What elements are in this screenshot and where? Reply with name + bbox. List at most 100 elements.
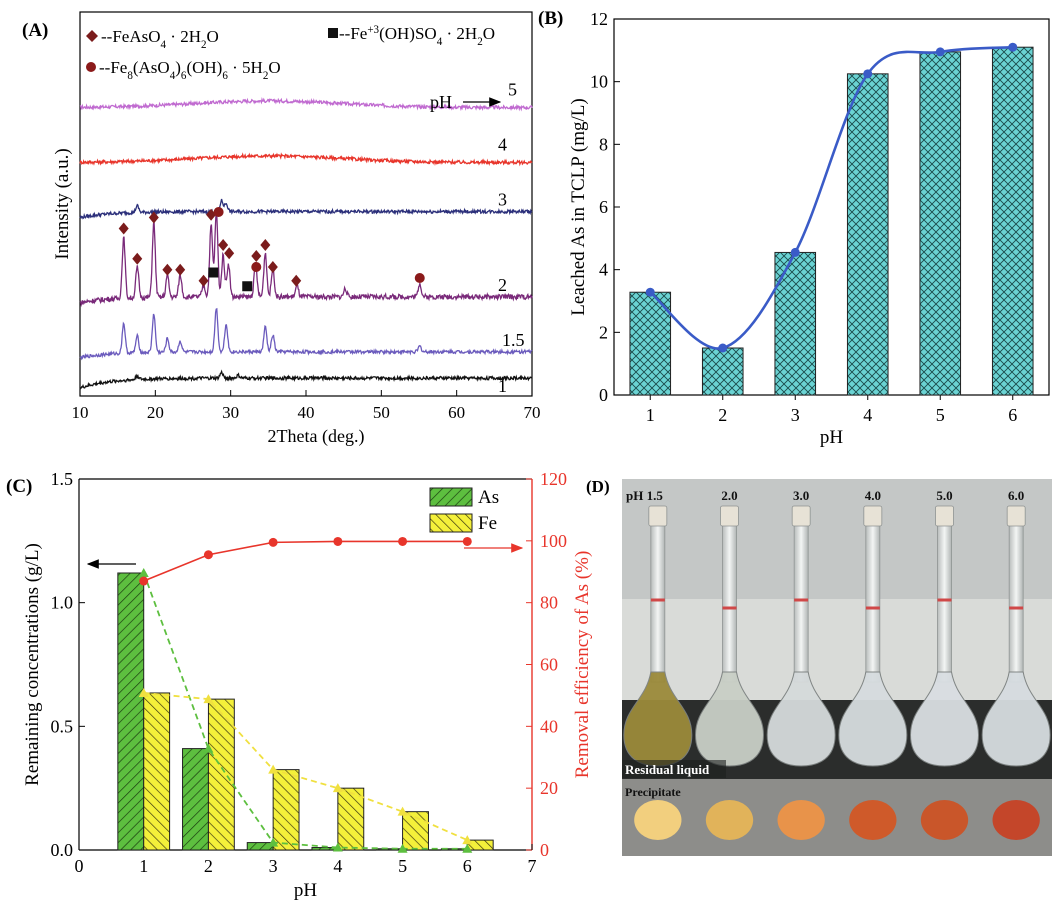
bar-ph-5 <box>919 51 962 396</box>
y-tick-label: 10 <box>590 72 608 92</box>
panel-c: (C) 0.0 0.5 1.0 1.5 0 20 40 60 80 100 120 0 1 2 3 4 5 6 7 p… <box>6 469 593 901</box>
y-tick-label: 1.5 <box>51 469 74 489</box>
legend-feaso4: --FeAsO4 · 2H2O <box>101 27 219 51</box>
series-label-ph-2: 2 <box>498 275 507 295</box>
y2-tick-label: 100 <box>540 531 567 551</box>
diamond-marker <box>291 274 302 287</box>
x-tick-label: 3 <box>791 405 800 425</box>
precipitate-pile <box>992 800 1040 840</box>
flask-stopper <box>720 505 739 527</box>
precipitate-pile <box>849 800 897 840</box>
fe-trend-point <box>397 806 408 816</box>
as-trend-point <box>268 837 279 847</box>
x-axis-label: pH <box>294 880 318 901</box>
xrd-line-ph-5 <box>79 96 533 112</box>
diamond-marker <box>218 239 229 251</box>
bar-ph-2 <box>701 347 744 396</box>
flask-bulb <box>766 671 836 767</box>
flask-bulb <box>981 671 1051 767</box>
flask-neck <box>937 511 952 683</box>
y-tick-label: 0 <box>599 385 608 405</box>
flask-label-1: 2.0 <box>721 488 737 503</box>
bar-as-ph-5 <box>376 848 404 851</box>
legend-fe-oh-so4: --Fe+3(OH)SO4 · 2H2O <box>339 24 495 48</box>
y2-tick-label: 120 <box>540 469 567 489</box>
diamond-marker <box>162 263 173 276</box>
circle-marker <box>414 273 425 283</box>
trend-point-ph-3 <box>790 247 800 257</box>
x-tick-label: 1 <box>646 405 655 425</box>
as-trend-point <box>203 743 214 753</box>
panel-a-legend: --FeAsO4 · 2H2O --Fe+3(OH)SO4 · 2H2O --Fe8… <box>86 24 495 82</box>
fe-trend-point <box>462 835 473 845</box>
y-tick-label: 0.5 <box>51 716 74 736</box>
ph-arrow-label: pH <box>430 92 452 112</box>
bar-ph-4 <box>846 73 889 396</box>
bar-fe-ph-3 <box>272 769 300 851</box>
legend-diamond-icon <box>86 30 98 42</box>
x-tick-label: 5 <box>936 405 945 425</box>
y-tick-label: 12 <box>590 9 608 29</box>
residual-liquid-label: Residual liquid <box>625 762 710 777</box>
flask-neck <box>865 511 881 683</box>
x-tick-label: 60 <box>448 403 465 422</box>
x-tick-label: 2 <box>204 856 213 876</box>
series-label-ph-3: 3 <box>498 190 507 210</box>
flask-stopper <box>648 505 668 527</box>
flask-bulb <box>909 671 980 767</box>
x-tick-label: 3 <box>269 856 278 876</box>
legend-fe8-aso4: --Fe8(AsO4)6(OH)6 · 5H2O <box>99 58 281 82</box>
bar-fe-ph-2 <box>207 698 235 851</box>
panel-b-label: (B) <box>538 8 563 29</box>
removal-point <box>139 576 149 586</box>
flask-stopper <box>791 505 811 527</box>
bar-ph-3 <box>774 251 817 396</box>
removal-point <box>203 550 213 560</box>
flask-neck <box>793 511 809 683</box>
flask-bulb <box>694 671 765 767</box>
square-marker <box>208 267 219 278</box>
removal-point <box>333 536 343 546</box>
x-axis-label: pH <box>820 427 844 448</box>
y2-tick-label: 0 <box>540 840 549 860</box>
x-tick-label: 70 <box>524 403 541 422</box>
precipitate-pile <box>920 800 969 840</box>
series-label-ph-5: 5 <box>508 80 517 100</box>
x-tick-label: 6 <box>463 856 472 876</box>
flask-neck <box>650 511 666 683</box>
bar-fe-ph-1 <box>143 692 171 851</box>
circle-marker <box>251 262 262 272</box>
panel-c-label: (C) <box>6 476 32 497</box>
series-label-ph-1: 1 <box>498 376 507 396</box>
residual-label-bg <box>622 760 726 778</box>
panel-a: (A) 10 20 30 40 50 60 70 2Theta (deg.) Intensity… <box>22 11 541 447</box>
x-tick-label: 6 <box>1008 405 1017 425</box>
diamond-marker <box>132 252 143 265</box>
x-tick-label: 10 <box>72 403 89 422</box>
legend-square-icon <box>328 28 338 38</box>
fe-trend-point <box>138 687 149 697</box>
trend-point-ph-1 <box>645 287 655 297</box>
as-trend-line <box>142 572 468 850</box>
precipitate-label: Precipitate <box>625 785 681 799</box>
x-tick-label: 0 <box>75 856 84 876</box>
legend-as-swatch <box>429 487 473 507</box>
xrd-line-ph-3 <box>79 198 533 220</box>
flask-label-3: 4.0 <box>865 488 881 503</box>
legend-circle-icon <box>86 62 96 72</box>
diamond-marker <box>148 211 159 224</box>
as-trend-point <box>462 843 473 853</box>
legend-as-label: As <box>478 487 499 508</box>
x-tick-label: 5 <box>398 856 407 876</box>
panel-d: (D) pH 1.5 2.0 3.0 4.0 5.0 6.0 Residual liquid… <box>586 477 1052 856</box>
removal-point <box>398 536 408 546</box>
y-axis-label: Intensity (a.u.) <box>52 148 73 259</box>
panel-d-label: (D) <box>586 477 610 496</box>
flask-neck <box>1008 511 1024 683</box>
y-tick-label: 4 <box>599 260 608 280</box>
xrd-line-ph-2 <box>79 210 533 308</box>
diamond-marker <box>118 222 129 235</box>
panel-d-photo: pH 1.5 2.0 3.0 4.0 5.0 6.0 Residual liquid Prec… <box>622 479 1052 856</box>
bar-ph-1 <box>629 291 672 396</box>
